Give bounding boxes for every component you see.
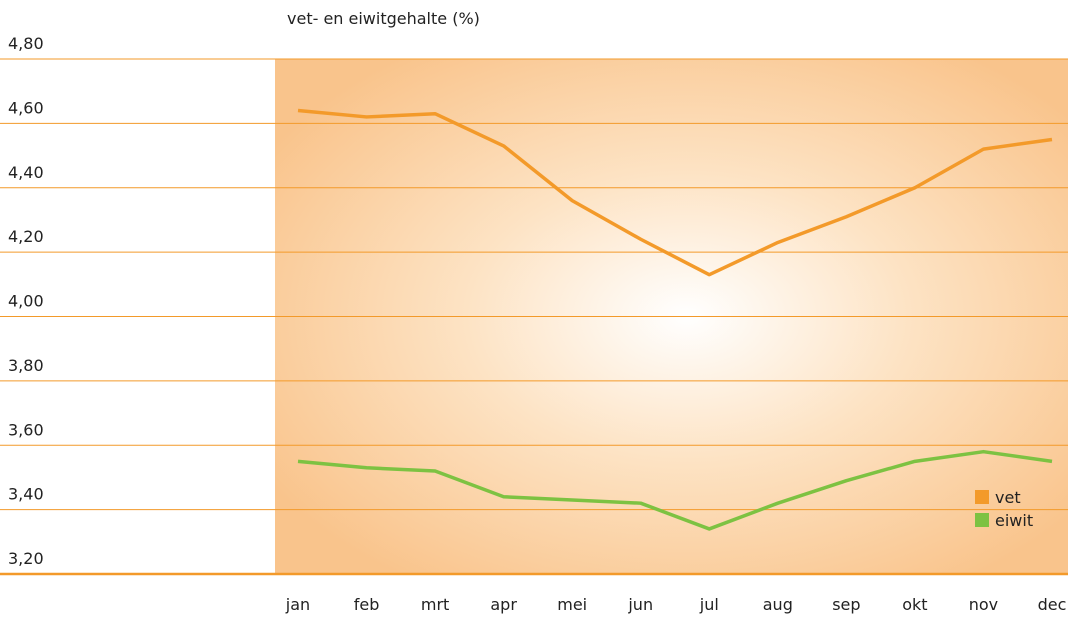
legend-label: eiwit — [995, 511, 1033, 530]
y-tick-label: 3,60 — [8, 420, 44, 439]
x-tick-label: okt — [902, 595, 927, 614]
legend-swatch — [975, 513, 989, 527]
legend-label: vet — [995, 488, 1021, 507]
x-tick-label: dec — [1038, 595, 1067, 614]
y-tick-label: 4,20 — [8, 227, 44, 246]
y-tick-label: 4,80 — [8, 34, 44, 53]
y-tick-label: 4,40 — [8, 163, 44, 182]
series-line — [297, 449, 1053, 531]
y-tick-label: 4,00 — [8, 292, 44, 311]
chart-title: vet- en eiwitgehalte (%) — [287, 9, 480, 28]
x-tick-label: mei — [557, 595, 587, 614]
x-tick-label: apr — [490, 595, 517, 614]
x-tick-label: jun — [627, 595, 653, 614]
y-tick-label: 4,60 — [8, 98, 44, 117]
x-tick-label: jul — [699, 595, 719, 614]
y-tick-label: 3,80 — [8, 356, 44, 375]
x-tick-label: aug — [763, 595, 793, 614]
legend-swatch — [975, 490, 989, 504]
x-tick-label: nov — [969, 595, 998, 614]
x-tick-label: feb — [354, 595, 380, 614]
series-line — [297, 108, 1053, 277]
y-tick-label: 3,20 — [8, 549, 44, 568]
x-tick-label: jan — [285, 595, 310, 614]
y-tick-label: 3,40 — [8, 485, 44, 504]
x-tick-label: sep — [832, 595, 860, 614]
x-tick-label: mrt — [421, 595, 449, 614]
